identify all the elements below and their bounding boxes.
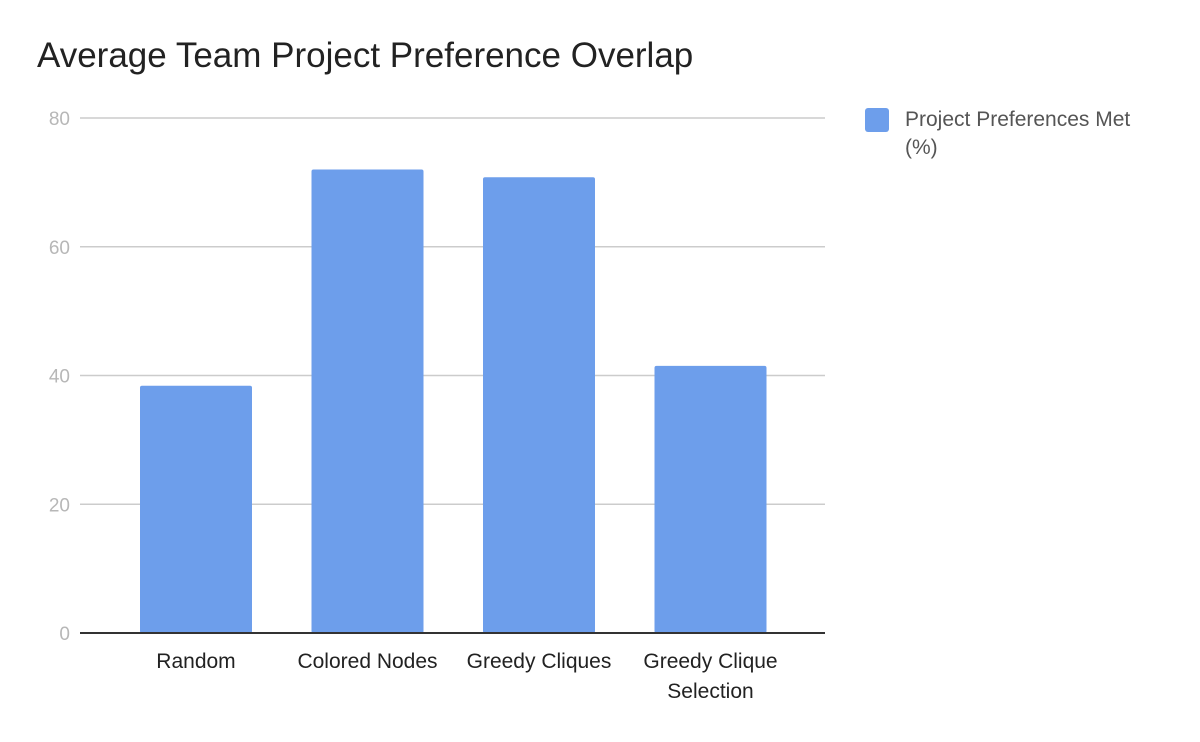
x-category-label: Colored Nodes xyxy=(297,650,437,673)
y-tick-label: 0 xyxy=(59,624,70,645)
chart-title: Average Team Project Preference Overlap xyxy=(37,36,694,75)
bars xyxy=(140,169,767,633)
bar-random xyxy=(140,385,252,633)
x-category-label: Greedy Cliques xyxy=(467,650,612,673)
y-tick-label: 80 xyxy=(49,109,70,130)
x-category-label: Random xyxy=(156,650,235,673)
legend-swatch xyxy=(865,108,889,132)
bar-colored-nodes xyxy=(311,169,424,633)
y-tick-label: 40 xyxy=(49,367,70,388)
y-tick-label: 20 xyxy=(49,495,70,516)
x-category-labels: Random Colored Nodes Greedy Cliques Greedy … xyxy=(156,650,777,703)
y-tick-label: 60 xyxy=(49,238,70,259)
legend: Project Preferences Met (%) xyxy=(865,108,1165,162)
bar-greedy-clique-selection xyxy=(654,365,767,633)
y-tick-labels: 0 20 40 60 80 xyxy=(49,109,70,645)
legend-label: Project Preferences Met (%) xyxy=(905,108,1131,159)
bar-greedy-cliques xyxy=(483,177,595,633)
x-category-label: Greedy Clique Selection xyxy=(643,650,777,703)
